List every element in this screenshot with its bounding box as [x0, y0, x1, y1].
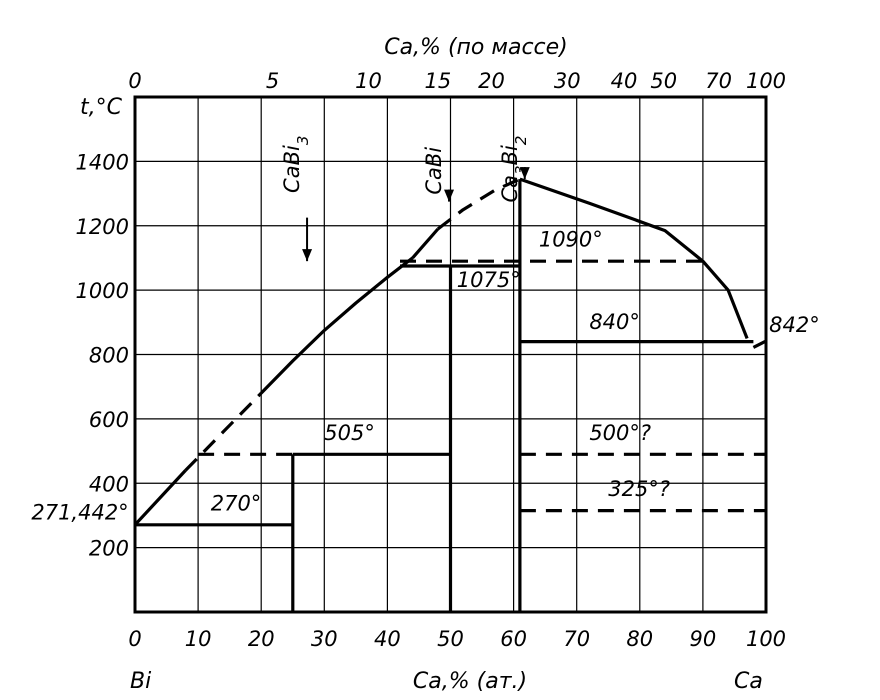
x-tick-label: 0 [128, 627, 141, 651]
top-tick-label: 100 [746, 69, 786, 93]
y-tick-label: 1200 [76, 215, 129, 239]
x-axis-left-end-label: Bi [130, 669, 151, 694]
y-tick-label: 200 [89, 537, 129, 561]
phase-lines [133, 177, 767, 612]
phase-line [519, 177, 749, 339]
y-tick-label: 1400 [76, 150, 129, 174]
temperature-annotation: 842° [769, 313, 820, 337]
y-axis-label: t,°C [80, 95, 123, 120]
top-tick-label: 10 [355, 69, 382, 93]
phase-line [133, 469, 187, 526]
temperature-annotation: 325°? [608, 477, 670, 501]
phase-compound-label: CaBi3 [280, 136, 312, 193]
phase-arrow-head [519, 167, 530, 180]
temperature-annotation: 271,442° [31, 500, 128, 524]
y-tick-label: 400 [89, 472, 129, 496]
dashed-phase-line [184, 391, 263, 472]
tick-labels: 0 10 20 30 40 50 60 70 80 90 100200400600800100012… [76, 69, 787, 651]
temperature-annotation: 505° [324, 421, 375, 445]
phase-arrow-head [444, 189, 455, 202]
top-tick-label: 0 [128, 69, 141, 93]
phase-compound-label: CaBi [422, 147, 446, 195]
top-axis-label: Ca,% (по массе) [384, 35, 568, 60]
top-tick-label: 50 [650, 69, 677, 93]
x-tick-label: 80 [626, 627, 653, 651]
temperature-annotation: 1075° [457, 268, 521, 292]
temperature-annotation: 840° [589, 310, 640, 334]
temperature-annotation: 500°? [589, 421, 651, 445]
x-tick-label: 20 [248, 627, 275, 651]
x-tick-label: 30 [311, 627, 338, 651]
phase-line [752, 339, 767, 349]
dashed-phase-line [436, 177, 521, 231]
x-axis-label: Ca,% (ат.) [413, 669, 527, 694]
x-tick-label: 100 [746, 627, 786, 651]
y-tick-label: 1000 [76, 279, 129, 303]
top-tick-label: 15 [425, 69, 452, 93]
phase-line [260, 256, 414, 395]
phase-compound-label: Ca3Bi2 [498, 136, 530, 203]
top-tick-label: 70 [705, 69, 732, 93]
temperature-annotation: 1090° [539, 228, 603, 252]
x-tick-label: 60 [500, 627, 527, 651]
x-axis-right-end-label: Ca [734, 669, 763, 694]
x-tick-label: 50 [437, 627, 464, 651]
temperature-annotation: 270° [211, 492, 262, 516]
phase-arrow-head [302, 249, 313, 262]
y-tick-label: 600 [89, 408, 129, 432]
annotations: 271,442° 270° 505° 1075° 1090° 840° 842° 500°? 3… [31, 228, 819, 525]
top-tick-label: 5 [266, 69, 279, 93]
x-tick-label: 40 [374, 627, 401, 651]
y-tick-label: 800 [89, 344, 129, 368]
top-tick-label: 30 [554, 69, 581, 93]
phase-labels: CaBi3 CaBi Ca3Bi2 [280, 136, 530, 262]
top-tick-label: 20 [478, 69, 505, 93]
x-tick-label: 90 [690, 627, 717, 651]
top-tick-label: 40 [611, 69, 638, 93]
phase-line [411, 227, 440, 259]
x-tick-label: 70 [563, 627, 590, 651]
x-tick-label: 10 [185, 627, 212, 651]
